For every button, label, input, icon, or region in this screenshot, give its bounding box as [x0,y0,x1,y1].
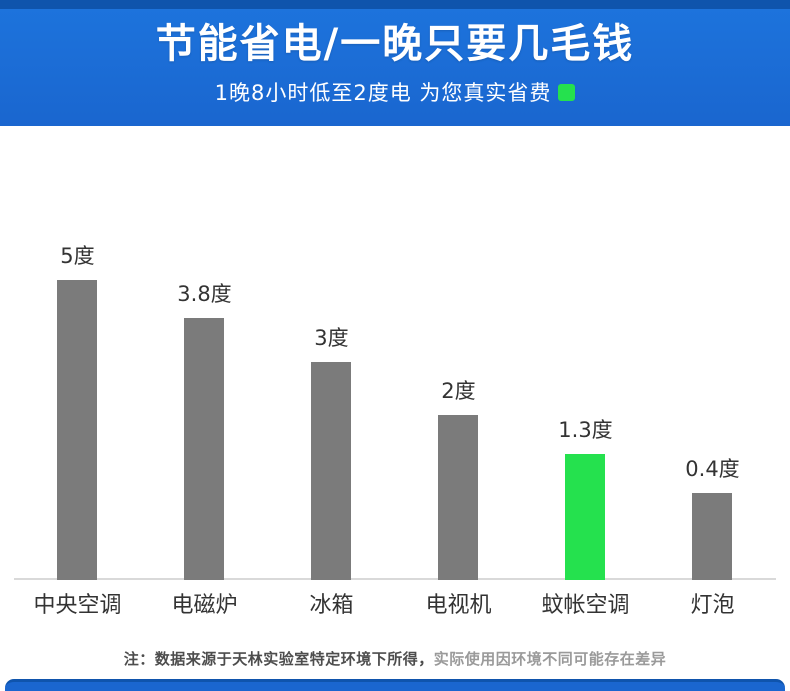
chart-column: 1.3度蚊帐空调 [522,134,648,626]
footnote: 注：数据来源于天林实验室特定环境下所得，实际使用因环境不同可能存在差异 [0,648,790,669]
page-title: 节能省电/一晚只要几毛钱 [155,21,635,67]
bar-value-label: 5度 [60,244,95,268]
chart-column: 2度电视机 [395,134,521,626]
bar [438,415,479,580]
bar-category-label: 灯泡 [690,593,735,618]
chart-column: 5度中央空调 [14,134,140,626]
bar-category-label: 冰箱 [309,593,354,618]
x-axis-line [14,578,776,580]
bar-category-label: 中央空调 [33,593,122,618]
bar-value-label: 3度 [314,326,349,350]
bar [57,280,98,580]
bar-value-label: 0.4度 [685,457,740,481]
bar-category-label: 电磁炉 [171,593,238,618]
green-badge-icon [558,83,576,101]
footnote-light: 实际使用因环境不同可能存在差异 [433,650,667,668]
bar-value-label: 2度 [441,379,476,403]
header-top-strip [0,0,790,9]
bar-category-label: 蚊帐空调 [541,593,630,618]
bar [184,318,225,580]
header-banner: 节能省电/一晚只要几毛钱 1晚8小时低至2度电 为您真实省费 [0,0,790,126]
subtitle-row: 1晚8小时低至2度电 为您真实省费 [0,77,790,107]
chart-column: 3.8度电磁炉 [141,134,267,626]
footnote-strong: 注：数据来源于天林实验室特定环境下所得， [123,650,434,668]
bar [692,493,733,580]
bar-category-label: 电视机 [425,593,492,618]
bar-chart: 5度 中央空调 3.8度 电磁炉 3度 冰箱 2度 电视机 1.3度 蚊帐空调 0.4度 灯泡 [14,134,776,626]
next-section-band [5,679,785,691]
chart-column: 0.4度灯泡 [649,134,775,626]
bar-value-label: 1.3度 [558,418,613,442]
bar [311,362,352,580]
page-subtitle: 1晚8小时低至2度电 为您真实省费 [214,81,552,105]
chart-column: 3度冰箱 [268,134,394,626]
bar-value-label: 3.8度 [177,282,232,306]
bar-highlight [565,454,606,580]
